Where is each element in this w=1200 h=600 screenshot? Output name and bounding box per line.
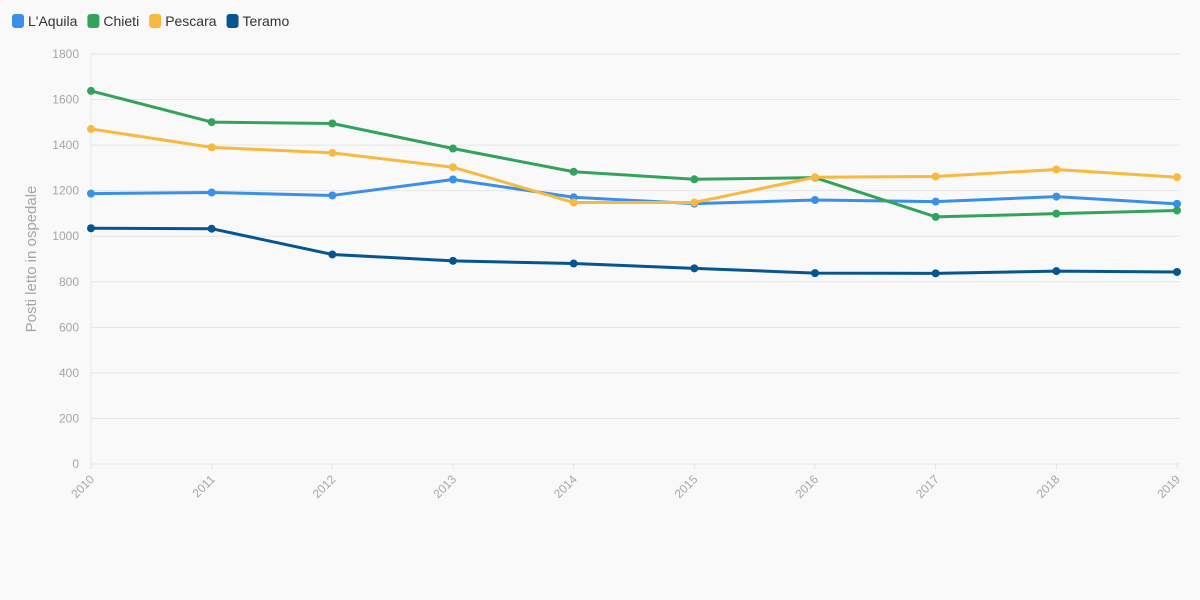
data-point[interactable] [1052, 209, 1061, 218]
data-point[interactable] [449, 144, 457, 153]
data-point[interactable] [811, 173, 819, 182]
x-tick-label: 2014 [551, 472, 580, 501]
data-point[interactable] [87, 189, 95, 198]
data-point[interactable] [569, 259, 578, 268]
series-line [89, 89, 1179, 219]
legend-label: Teramo [243, 13, 290, 29]
data-point[interactable] [328, 250, 337, 259]
legend-swatch [12, 14, 24, 28]
x-tick-label: 2011 [190, 472, 218, 500]
data-point[interactable] [207, 188, 216, 197]
data-point[interactable] [1173, 267, 1181, 276]
data-point[interactable] [569, 198, 578, 207]
data-point[interactable] [931, 197, 940, 206]
data-point[interactable] [449, 175, 457, 184]
data-point[interactable] [569, 167, 578, 176]
data-point[interactable] [690, 198, 699, 207]
x-tick-label: 2013 [430, 472, 459, 501]
data-point[interactable] [1052, 267, 1061, 276]
data-point[interactable] [87, 124, 95, 133]
data-point[interactable] [690, 175, 699, 184]
grid [90, 53, 1180, 465]
data-point[interactable] [87, 86, 95, 95]
data-point[interactable] [811, 196, 819, 205]
legend-swatch [87, 14, 100, 28]
y-tick-label: 1000 [52, 229, 79, 243]
data-point[interactable] [207, 224, 216, 233]
y-tick-label: 1200 [52, 184, 79, 198]
data-point[interactable] [1173, 199, 1181, 208]
y-tick-label: 1400 [52, 138, 79, 152]
data-point[interactable] [207, 143, 216, 152]
legend-swatch [149, 14, 162, 28]
series-line [89, 226, 1179, 275]
data-point[interactable] [328, 191, 337, 200]
y-tick-label: 1800 [52, 47, 79, 61]
y-tick-label: 600 [59, 320, 79, 334]
legend-label: L'Aquila [28, 13, 78, 29]
series-2 [87, 124, 1181, 207]
x-axis-ticks: 2010 2011 2012 2013 2014 2015 2016 2017 2018 2019 [68, 464, 1183, 501]
data-point[interactable] [87, 224, 95, 233]
data-point[interactable] [207, 118, 216, 127]
series-line [89, 127, 1179, 205]
legend-label: Pescara [165, 13, 217, 29]
series-3 [87, 224, 1181, 278]
data-point[interactable] [931, 212, 940, 221]
x-tick-label: 2015 [672, 472, 701, 501]
y-tick-label: 800 [59, 275, 79, 289]
x-tick-label: 2012 [310, 472, 339, 501]
data-point[interactable] [1173, 173, 1181, 182]
y-axis-ticks: 0 200 400 600 800 1000 1200 1400 1600 1800 [52, 47, 79, 471]
data-point[interactable] [931, 172, 940, 181]
x-tick-label: 2018 [1034, 472, 1063, 501]
legend-item[interactable]: Pescara [149, 13, 217, 29]
series-group [87, 86, 1181, 278]
legend-item[interactable]: Teramo [226, 13, 290, 29]
legend: L'Aquila Chieti Pescara Teramo [12, 13, 289, 29]
data-point[interactable] [1052, 165, 1061, 174]
data-point[interactable] [1173, 206, 1181, 215]
x-tick-label: 2019 [1154, 472, 1183, 501]
data-point[interactable] [811, 269, 819, 278]
legend-label: Chieti [103, 13, 139, 29]
legend-swatch [226, 14, 239, 28]
y-tick-label: 0 [72, 457, 79, 471]
legend-item[interactable]: Chieti [87, 13, 139, 29]
y-axis-title: Posti letto in ospedale [23, 186, 40, 333]
data-point[interactable] [449, 256, 457, 265]
series-line [89, 178, 1179, 206]
y-tick-label: 1600 [52, 93, 79, 107]
x-tick-label: 2017 [913, 472, 942, 501]
data-point[interactable] [328, 119, 337, 128]
data-point[interactable] [328, 148, 337, 157]
legend-item[interactable]: L'Aquila [12, 13, 78, 29]
data-point[interactable] [690, 264, 699, 273]
x-tick-label: 2016 [792, 472, 821, 501]
y-tick-label: 200 [59, 411, 79, 425]
data-point[interactable] [449, 163, 457, 172]
y-tick-label: 400 [59, 366, 79, 380]
x-tick-label: 2010 [68, 472, 97, 501]
data-point[interactable] [931, 269, 940, 278]
data-point[interactable] [1052, 192, 1061, 201]
